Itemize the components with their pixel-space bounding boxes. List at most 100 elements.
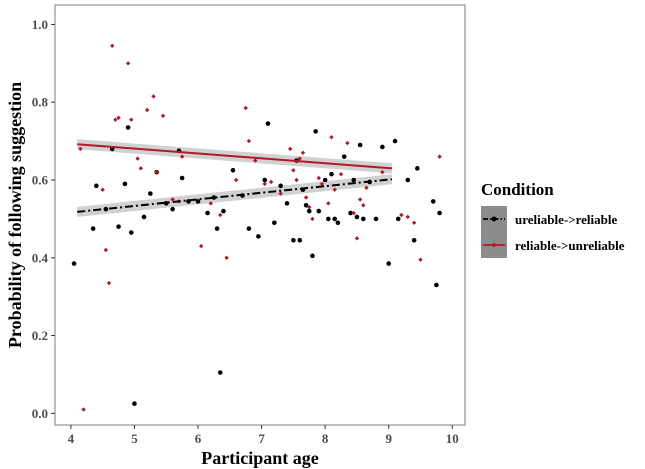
data-point xyxy=(122,181,128,187)
y-axis: 0.0 0.2 0.4 0.6 0.8 1.0 xyxy=(32,17,55,421)
plot-panel xyxy=(54,4,466,426)
data-point xyxy=(224,255,229,260)
data-point xyxy=(78,146,83,152)
data-point xyxy=(170,197,175,202)
x-axis: 4 5 6 7 8 9 10 xyxy=(68,425,459,446)
data-point xyxy=(392,138,398,144)
data-point xyxy=(262,181,267,187)
data-point xyxy=(380,144,385,150)
data-point xyxy=(348,210,353,216)
data-point xyxy=(357,142,363,148)
data-point xyxy=(253,158,258,163)
data-point xyxy=(144,107,150,113)
data-point xyxy=(361,203,366,208)
data-point xyxy=(338,171,344,177)
data-point xyxy=(287,146,293,152)
data-point xyxy=(116,115,121,120)
data-point xyxy=(316,208,322,214)
data-point xyxy=(354,236,360,241)
data-point xyxy=(125,125,131,130)
data-point xyxy=(179,175,185,181)
y-tick-label: 0.2 xyxy=(32,328,48,343)
data-point xyxy=(205,210,210,216)
data-point xyxy=(332,216,337,222)
legend-point-reliable-unreliable xyxy=(491,242,497,248)
data-point xyxy=(129,117,134,122)
data-point xyxy=(110,43,115,49)
data-point xyxy=(418,257,423,262)
data-point xyxy=(437,210,442,216)
data-point xyxy=(345,140,350,146)
data-point xyxy=(307,205,312,210)
trend-line-reliable-unreliable xyxy=(77,143,392,170)
data-point xyxy=(303,202,309,208)
y-axis-title: Probability of following suggestion xyxy=(5,82,25,348)
data-point xyxy=(386,261,392,266)
data-point xyxy=(230,167,236,173)
data-point xyxy=(399,212,404,218)
data-point xyxy=(217,370,223,375)
data-point xyxy=(297,156,302,161)
confidence-band-ureliable-reliable xyxy=(77,174,392,217)
data-point xyxy=(357,197,363,202)
legend-label-reliable-unreliable: reliable->unreliable xyxy=(515,238,625,253)
data-point xyxy=(218,212,223,218)
data-point xyxy=(246,138,252,144)
data-point xyxy=(411,237,417,243)
data-point xyxy=(437,154,442,159)
data-point xyxy=(294,177,299,183)
x-tick-label: 7 xyxy=(258,431,265,446)
data-point xyxy=(306,208,312,214)
data-point xyxy=(272,220,277,226)
data-point xyxy=(322,177,328,183)
x-axis-title: Participant age xyxy=(201,448,318,468)
data-point xyxy=(113,117,118,122)
y-tick-label: 0.8 xyxy=(32,95,49,110)
data-point xyxy=(211,195,217,200)
data-point xyxy=(163,201,169,206)
data-point xyxy=(291,237,296,243)
data-point xyxy=(313,129,318,134)
data-point xyxy=(303,195,309,200)
data-point xyxy=(310,216,315,222)
data-point xyxy=(141,214,147,220)
data-point xyxy=(341,154,347,159)
data-point xyxy=(284,201,290,206)
data-point xyxy=(148,191,153,196)
data-point xyxy=(243,105,248,111)
data-point xyxy=(71,261,77,266)
legend-point-ureliable-reliable xyxy=(491,216,497,222)
data-point xyxy=(297,237,303,243)
legend-label-ureliable-reliable: ureliable->reliable xyxy=(515,212,617,227)
data-point xyxy=(415,166,420,171)
data-point xyxy=(268,179,274,185)
data-point xyxy=(354,214,360,220)
x-tick-label: 8 xyxy=(322,431,329,446)
data-point xyxy=(94,183,99,189)
x-tick-label: 5 xyxy=(131,431,138,446)
x-tick-label: 9 xyxy=(385,431,392,446)
data-point xyxy=(373,216,379,222)
data-point xyxy=(364,185,369,190)
data-point xyxy=(351,210,356,216)
data-point xyxy=(81,407,86,412)
legend: Condition ureliable->reliable reliable->… xyxy=(481,180,625,258)
data-point xyxy=(265,121,271,126)
data-point xyxy=(300,150,306,155)
data-point xyxy=(326,201,331,206)
trend-line-ureliable-reliable xyxy=(77,178,393,213)
data-point xyxy=(278,191,283,196)
data-point xyxy=(90,226,96,231)
data-point xyxy=(380,170,385,175)
data-point xyxy=(151,94,156,99)
data-point xyxy=(351,177,357,183)
data-point xyxy=(116,224,121,229)
data-point xyxy=(405,177,411,183)
series-ureliable-reliable xyxy=(71,121,442,406)
data-point xyxy=(100,187,105,192)
data-point xyxy=(160,113,166,119)
data-point xyxy=(310,253,315,259)
y-tick-label: 0.4 xyxy=(32,250,49,265)
data-point xyxy=(329,135,334,140)
